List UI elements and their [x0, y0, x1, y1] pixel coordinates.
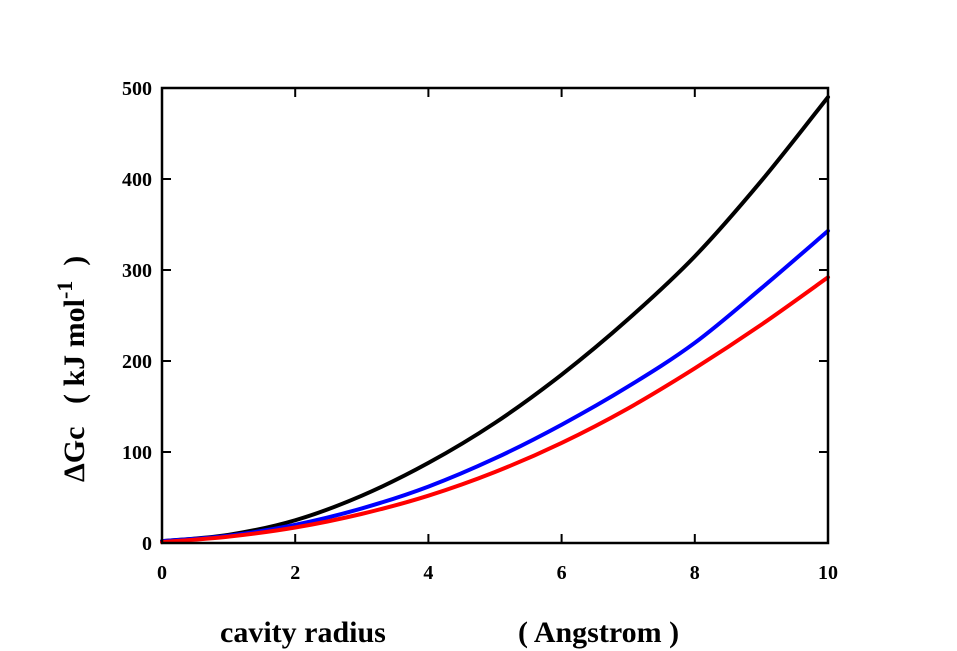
series-line-1 — [160, 95, 830, 544]
y-tick-label: 300 — [122, 260, 152, 282]
series-line-2 — [160, 228, 830, 544]
y-axis-title-superscript: -1 — [52, 281, 77, 299]
y-tick-label: 100 — [122, 442, 152, 464]
y-tick-label: 400 — [122, 169, 152, 191]
plot-frame — [160, 86, 830, 545]
y-axis-title: ΔGc ( kJ mol-1 ) — [52, 256, 91, 482]
x-tick-label: 8 — [690, 562, 700, 584]
x-tick-label: 2 — [290, 562, 300, 584]
y-axis-title-paren: ) — [58, 256, 91, 266]
series-line-3 — [160, 275, 830, 545]
x-tick-label: 0 — [157, 562, 167, 584]
axis-titles: cavity radius ( Angstrom ) ΔGc ( kJ mol-… — [52, 256, 679, 649]
y-axis-title-close — [58, 266, 91, 281]
series-group — [160, 95, 830, 545]
x-tick-label: 10 — [818, 562, 838, 584]
x-tick-label: 4 — [423, 562, 433, 584]
x-axis-title: cavity radius — [220, 616, 386, 649]
y-tick-label: 200 — [122, 351, 152, 373]
y-tick-label: 500 — [122, 78, 152, 100]
y-axis-title-main: ΔGc ( kJ mol — [58, 299, 91, 482]
x-axis-unit: ( Angstrom ) — [518, 616, 679, 649]
y-tick-label: 0 — [142, 533, 152, 555]
x-tick-label: 6 — [557, 562, 567, 584]
